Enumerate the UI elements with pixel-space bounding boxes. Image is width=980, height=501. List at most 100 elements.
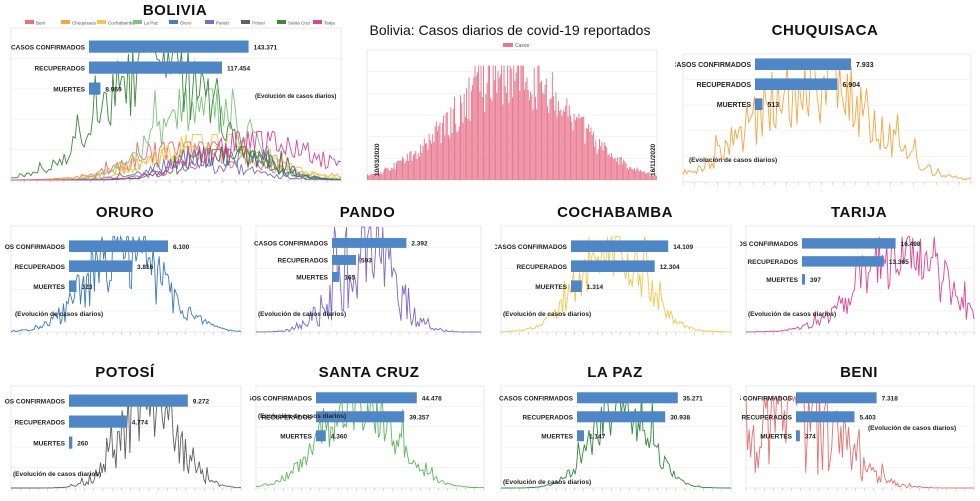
bar — [463, 93, 465, 180]
plot-area — [682, 53, 972, 183]
bar — [530, 91, 532, 180]
stat-label-deaths: MUERTES — [280, 433, 312, 440]
stat-label-deaths: MUERTES — [33, 284, 65, 291]
stat-value-confirmed: 143.371 — [254, 45, 278, 52]
bar — [473, 77, 475, 180]
bar — [371, 174, 373, 180]
stat-value-recovered: 6.904 — [843, 82, 861, 89]
bar — [504, 86, 506, 180]
bar — [461, 103, 463, 180]
series-line-bolivia-8 — [11, 130, 342, 181]
bar — [444, 135, 446, 180]
series-line-tarija — [746, 236, 975, 333]
panel-title: BENI — [840, 364, 878, 381]
bar — [619, 157, 621, 180]
bar — [607, 155, 609, 180]
chart-bolivia: Beni Chuquisaca Cochabamba La Paz Oruro Pando… — [10, 20, 342, 183]
stat-label-deaths: MUERTES — [535, 284, 567, 291]
stat-label-confirmed: CASOS CONFIRMADOS — [5, 244, 66, 251]
stat-bar-deaths — [316, 430, 326, 442]
bar — [391, 167, 393, 180]
bar — [649, 175, 651, 180]
stat-label-confirmed: CASOS CONFIRMADOS — [740, 395, 793, 402]
stat-label-confirmed: CASOS CONFIRMADOS — [495, 244, 568, 251]
bar — [625, 163, 627, 180]
bar — [382, 172, 384, 180]
bar — [566, 98, 568, 180]
stat-label-deaths: MUERTES — [717, 102, 752, 109]
bar — [483, 65, 484, 180]
stat-bar-recovered — [571, 260, 655, 272]
bar — [467, 118, 469, 180]
stat-bar-deaths — [796, 430, 800, 442]
legend-swatch — [205, 20, 214, 24]
legend-swatch — [133, 20, 142, 24]
bar — [544, 84, 546, 180]
stat-bar-confirmed — [796, 392, 877, 404]
stat-value-deaths: 165 — [344, 274, 355, 281]
stat-bar-confirmed — [89, 40, 249, 53]
bar — [367, 174, 368, 180]
legend-label: La Paz — [144, 21, 159, 26]
bar — [548, 113, 550, 180]
bar — [549, 99, 551, 180]
bar — [512, 97, 513, 180]
bar — [565, 105, 567, 180]
bar — [425, 143, 426, 180]
legend-swatch — [503, 43, 513, 47]
chart-note: (Evolución de casos diarios) — [258, 311, 346, 318]
bar — [472, 84, 474, 180]
bar — [596, 153, 598, 180]
chart-note: (Evolución de casos diarios) — [15, 311, 103, 318]
bar — [547, 106, 549, 180]
bar — [412, 154, 414, 180]
panel-title: PANDO — [339, 204, 396, 221]
bar — [462, 122, 464, 180]
bar — [458, 126, 460, 180]
stat-value-deaths: 8.959 — [105, 87, 122, 94]
series-line-pando — [256, 226, 481, 333]
bar — [464, 116, 466, 180]
bar — [456, 132, 458, 180]
bar — [521, 65, 523, 180]
bar — [648, 171, 650, 180]
bar — [588, 124, 590, 180]
bar — [400, 161, 402, 180]
panel-cochabamba: COCHABAMBA CASOS CONFIRMADOS 14.109 RECUPE… — [495, 200, 735, 345]
stat-label-confirmed: CASOS CONFIRMADOS — [250, 395, 313, 402]
stat-bar-confirmed — [571, 240, 669, 252]
legend-label: Casos — [515, 43, 530, 49]
bar — [597, 149, 599, 180]
bar — [655, 175, 657, 180]
stat-bar-deaths — [802, 274, 805, 285]
panel-title: TARIJA — [830, 204, 888, 221]
bar — [520, 65, 522, 180]
bar — [579, 117, 581, 180]
legend-label: Chuquisaca — [72, 21, 96, 26]
panel-title: ORURO — [95, 204, 155, 221]
bar — [618, 164, 620, 180]
bar — [609, 156, 611, 180]
stat-bar-recovered — [89, 61, 222, 74]
bar — [454, 96, 455, 180]
stat-value-recovered: 4.774 — [132, 420, 149, 427]
stat-bar-deaths — [571, 280, 582, 292]
bar — [654, 174, 656, 180]
bar — [602, 150, 604, 180]
bar — [623, 159, 625, 180]
bar — [653, 175, 655, 180]
bar — [393, 163, 395, 180]
bar — [451, 133, 453, 180]
legend-label: Santa Cruz — [288, 21, 311, 26]
chart-main: Casos 10/03/2020 16/11/2020 — [366, 43, 658, 181]
bar — [495, 65, 497, 180]
bar — [634, 168, 636, 180]
bar — [536, 109, 538, 180]
bar — [466, 88, 468, 180]
bar — [449, 137, 451, 180]
bar — [518, 65, 520, 180]
bar — [584, 143, 586, 180]
series-line-cochabamba — [501, 235, 731, 333]
stat-bar-confirmed — [755, 58, 851, 70]
bar — [533, 67, 535, 180]
